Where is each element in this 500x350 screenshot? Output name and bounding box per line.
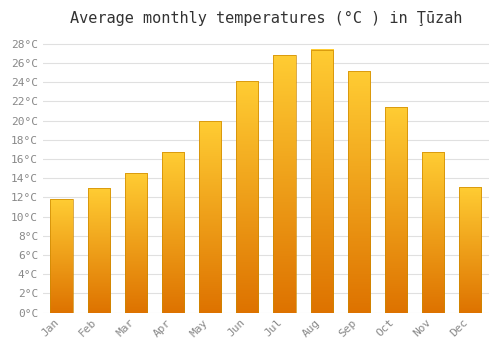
Bar (422, 152, 444, 313)
Bar (348, 71, 370, 313)
Bar (199, 121, 222, 313)
Bar (385, 107, 407, 313)
Bar (50, 199, 72, 313)
Bar (88, 188, 110, 313)
Title: Average monthly temperatures (°C ) in Ţūzah: Average monthly temperatures (°C ) in Ţū… (70, 11, 462, 26)
Bar (162, 152, 184, 313)
Bar (236, 81, 258, 313)
Bar (459, 187, 481, 313)
Bar (310, 50, 333, 313)
Bar (124, 174, 147, 313)
Bar (274, 55, 295, 313)
